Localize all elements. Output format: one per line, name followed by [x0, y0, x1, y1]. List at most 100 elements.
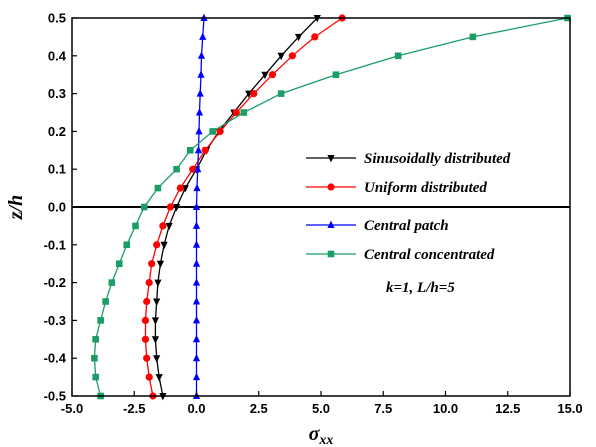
series-1-point-3 [141, 335, 150, 343]
series-1-point-13 [201, 146, 209, 154]
x-tick-label-6: 10.0 [433, 401, 458, 416]
legend: Sinusoidally distributed Uniform distribu… [306, 151, 511, 263]
series-0-point-7 [156, 260, 164, 269]
series-1 [141, 14, 346, 400]
parameter-annotation: k=1, L/h=5 [386, 280, 455, 296]
y-tick-label-3: -0.2 [44, 275, 66, 290]
series-2-point-14 [195, 127, 203, 135]
series-3-point-14 [209, 128, 216, 135]
legend-label-2: Central patch [364, 218, 449, 234]
series-1-point-16 [250, 90, 258, 98]
series-2-point-9 [192, 221, 201, 229]
series-2-point-5 [192, 297, 201, 305]
series-2-point-4 [192, 316, 201, 324]
series-3-point-19 [469, 33, 477, 41]
series-3-point-6 [108, 279, 116, 286]
series-2-point-11 [193, 183, 201, 192]
x-tick-label-2: 0.0 [187, 401, 205, 416]
series-3-point-17 [332, 71, 340, 78]
legend-label-1: Uniform distributed [364, 180, 487, 196]
y-tick-label-1: -0.4 [44, 351, 67, 366]
y-tick-label-6: 0.1 [48, 162, 66, 177]
series-0-point-6 [154, 279, 162, 287]
y-axis-label: z/h [5, 195, 27, 220]
series-1-point-7 [148, 260, 156, 268]
series-0-point-5 [153, 298, 161, 306]
series-1-point-11 [176, 184, 184, 192]
x-axis-label: σxx [309, 423, 334, 447]
series-1-point-12 [189, 165, 197, 173]
series-0-point-18 [277, 52, 285, 61]
series-layer [91, 13, 571, 401]
series-1-point-10 [166, 203, 174, 211]
series-3-point-2 [91, 354, 98, 362]
series-3-point-12 [173, 165, 180, 173]
series-2-point-3 [192, 334, 201, 343]
y-tick-label-2: -0.3 [44, 313, 66, 328]
series-2-point-17 [197, 70, 205, 78]
y-tick-label-10: 0.5 [48, 11, 66, 26]
series-3-point-15 [240, 109, 248, 116]
series-3-point-10 [140, 203, 148, 211]
series-2-point-10 [192, 202, 201, 210]
series-1-point-8 [153, 241, 161, 249]
series-1-point-15 [232, 108, 240, 117]
series-0-point-1 [155, 374, 163, 382]
legend-label-0: Sinusoidally distributed [364, 151, 511, 167]
x-tick-label-7: 12.5 [495, 401, 520, 416]
series-1-point-1 [145, 373, 153, 381]
series-2-point-8 [192, 240, 201, 248]
series-1-point-6 [145, 279, 153, 287]
series-0-point-2 [153, 355, 161, 363]
series-0-point-4 [151, 317, 160, 325]
x-tick-label-0: -5.0 [61, 401, 83, 416]
x-axis-label-subscript: xx [318, 433, 333, 447]
x-axis-label-main: σ [309, 423, 321, 445]
series-2-point-13 [194, 145, 203, 154]
legend-marker-0 [327, 155, 335, 163]
series-0-point-9 [165, 222, 173, 231]
series-1-point-19 [311, 33, 319, 41]
series-1-point-9 [159, 222, 167, 230]
series-3-point-16 [277, 90, 285, 97]
series-2-point-2 [192, 353, 201, 362]
series-0-point-8 [160, 241, 168, 250]
series-0-point-10 [172, 204, 181, 212]
series-3-point-3 [92, 336, 99, 343]
series-3-point-13 [186, 147, 194, 154]
series-3-point-11 [154, 184, 162, 192]
y-tick-label-9: 0.4 [48, 48, 67, 63]
x-tick-label-4: 5.0 [312, 401, 330, 416]
series-3-point-1 [92, 373, 99, 381]
y-tick-label-7: 0.2 [48, 124, 66, 139]
series-3-point-5 [102, 298, 109, 305]
series-1-point-18 [288, 52, 296, 60]
series-1-point-17 [268, 71, 277, 79]
legend-marker-3 [327, 250, 335, 258]
series-1-point-14 [216, 127, 224, 135]
series-2-point-19 [199, 32, 207, 40]
y-tick-label-4: -0.1 [44, 237, 66, 252]
series-2-point-18 [197, 51, 206, 59]
x-tick-label-1: -2.5 [123, 401, 145, 416]
series-3-point-4 [97, 317, 104, 324]
tick-layer: -5.0 -2.5 0.0 2.5 5.0 7.5 10.0 12.5 15.0 -0.5 -0.4… [44, 11, 583, 417]
series-2-point-7 [192, 259, 201, 267]
legend-label-3: Central concentrated [364, 247, 495, 263]
series-3-point-7 [116, 260, 123, 267]
legend-marker-2 [327, 220, 335, 228]
y-tick-label-8: 0.3 [48, 86, 66, 101]
series-2-point-15 [195, 108, 204, 116]
series-1-point-2 [143, 354, 151, 362]
x-tick-label-8: 15.0 [557, 401, 582, 416]
y-tick-label-0: -0.5 [44, 389, 66, 404]
series-2-point-6 [192, 278, 201, 286]
series-0-point-19 [294, 33, 303, 42]
y-tick-label-5: 0.0 [48, 200, 66, 215]
series-0-point-17 [261, 71, 269, 80]
series-3-point-8 [123, 241, 131, 249]
series-2-point-16 [196, 89, 204, 97]
series-3-point-9 [132, 222, 139, 230]
series-0-point-3 [151, 336, 160, 344]
